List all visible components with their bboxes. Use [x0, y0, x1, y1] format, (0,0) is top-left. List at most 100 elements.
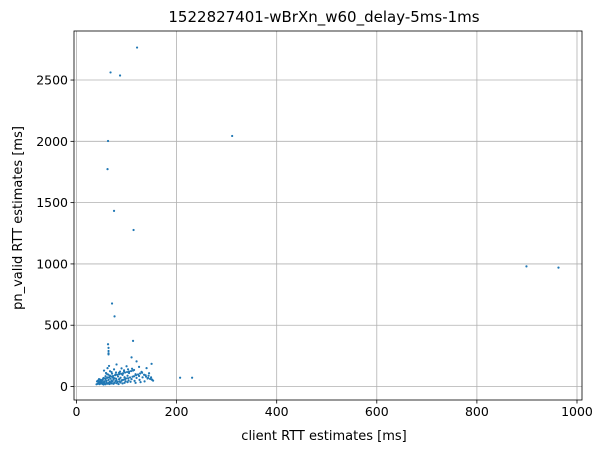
data-point	[115, 373, 119, 376]
data-point	[119, 372, 123, 375]
data-point	[111, 374, 115, 378]
axis-ticks: 0 200 400 600 800 1000 0 500 1000 1500 2000 2500	[36, 73, 593, 419]
data-point	[147, 374, 150, 377]
data-point	[144, 375, 148, 378]
data-point	[135, 376, 138, 380]
data-point	[114, 380, 117, 383]
data-point	[109, 377, 112, 380]
y-tick-label: 0	[60, 379, 68, 394]
data-point	[142, 373, 146, 376]
data-point	[106, 139, 110, 143]
data-point	[127, 370, 131, 373]
x-tick-label: 0	[73, 404, 81, 419]
data-point	[105, 376, 109, 380]
data-point	[148, 377, 152, 381]
data-point	[105, 379, 108, 382]
data-point	[112, 378, 115, 381]
data-point	[123, 371, 127, 374]
data-point	[131, 339, 135, 343]
data-point	[134, 381, 137, 384]
data-point	[106, 382, 109, 385]
x-tick-label: 800	[465, 404, 489, 419]
data-point	[120, 379, 124, 382]
data-point	[126, 381, 129, 384]
x-tick-label: 1000	[561, 404, 593, 419]
data-point	[119, 381, 122, 384]
data-point	[145, 367, 148, 370]
data-point	[131, 369, 135, 372]
data-point	[127, 379, 130, 382]
data-point	[126, 374, 129, 377]
data-point	[117, 378, 121, 381]
data-point	[107, 346, 110, 349]
data-point	[130, 356, 133, 359]
data-point	[191, 376, 194, 379]
data-point	[115, 382, 118, 385]
data-point	[130, 367, 134, 370]
data-point	[124, 380, 127, 383]
data-point	[108, 374, 112, 377]
data-point	[98, 383, 101, 386]
data-point	[125, 370, 129, 374]
data-point	[121, 382, 124, 385]
x-tick-label: 600	[365, 404, 389, 419]
data-point	[138, 378, 141, 381]
data-point	[525, 265, 528, 268]
data-point	[122, 369, 126, 372]
data-point	[123, 381, 126, 384]
data-point	[133, 379, 136, 382]
y-tick-label: 2500	[36, 73, 68, 88]
data-point	[110, 302, 114, 305]
data-point	[151, 379, 155, 382]
data-point	[106, 168, 109, 171]
data-point	[120, 367, 123, 370]
data-point	[97, 381, 100, 384]
data-point	[123, 376, 126, 379]
data-point	[126, 377, 130, 380]
y-tick-label: 2000	[36, 134, 68, 149]
data-point	[143, 380, 146, 383]
data-point	[106, 373, 110, 376]
data-point	[135, 46, 139, 49]
data-point	[109, 71, 112, 74]
data-point	[108, 370, 112, 373]
data-point	[130, 378, 133, 381]
chart-title: 1522827401-wBrXn_w60_delay-5ms-1ms	[168, 8, 479, 27]
data-point	[110, 372, 114, 375]
data-point	[150, 362, 153, 365]
data-point	[149, 376, 153, 379]
data-point	[179, 376, 182, 379]
data-point	[110, 382, 113, 385]
data-point	[134, 374, 138, 377]
data-point	[106, 367, 109, 370]
x-tick-label: 200	[165, 404, 189, 419]
data-point	[128, 376, 132, 379]
plot-frame	[73, 30, 583, 401]
data-point	[112, 209, 116, 212]
x-tick-label: 400	[265, 404, 289, 419]
y-tick-label: 1500	[36, 195, 68, 210]
data-point	[115, 363, 118, 366]
x-axis-label: client RTT estimates [ms]	[241, 429, 406, 444]
data-point	[104, 375, 107, 378]
data-point	[557, 266, 560, 269]
data-point	[107, 353, 110, 356]
data-point	[125, 365, 128, 368]
data-point	[95, 383, 98, 386]
data-point	[141, 376, 144, 379]
data-point	[103, 377, 107, 380]
data-point	[108, 382, 111, 386]
data-point	[117, 373, 121, 376]
data-point	[102, 369, 106, 372]
data-point	[104, 383, 107, 386]
data-point	[135, 360, 138, 363]
data-points	[95, 46, 560, 386]
data-point	[107, 378, 110, 381]
data-point	[132, 375, 136, 378]
grid	[74, 31, 582, 400]
data-point	[102, 383, 105, 386]
data-point	[106, 343, 110, 346]
y-tick-label: 500	[44, 318, 68, 333]
data-point	[126, 368, 130, 371]
